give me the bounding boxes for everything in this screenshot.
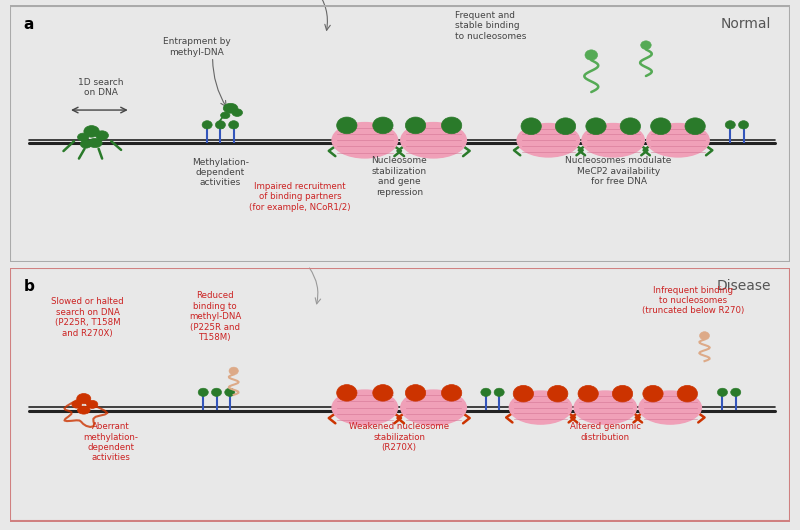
Circle shape (730, 388, 741, 396)
Ellipse shape (232, 109, 242, 117)
Circle shape (202, 121, 212, 129)
Text: Aberrant
methylation-
dependent
activities: Aberrant methylation- dependent activiti… (84, 422, 138, 462)
Text: Slowed or halted
search on DNA
(P225R, T158M
and R270X): Slowed or halted search on DNA (P225R, T… (51, 297, 124, 338)
Ellipse shape (77, 393, 91, 404)
Ellipse shape (332, 122, 398, 158)
Circle shape (641, 41, 651, 49)
Circle shape (406, 385, 426, 401)
Text: a: a (24, 17, 34, 32)
Circle shape (215, 121, 226, 129)
Ellipse shape (96, 131, 109, 140)
Text: Disease: Disease (716, 279, 771, 293)
Ellipse shape (84, 126, 99, 137)
Text: b: b (24, 279, 34, 294)
Circle shape (337, 117, 357, 134)
Circle shape (578, 385, 598, 402)
Text: Frequent and
stable binding
to nucleosomes: Frequent and stable binding to nucleosom… (454, 11, 526, 41)
Text: Infrequent binding
to nucleosomes
(truncated below R270): Infrequent binding to nucleosomes (trunc… (642, 286, 744, 315)
Circle shape (547, 385, 568, 402)
Circle shape (481, 388, 491, 396)
Ellipse shape (223, 103, 238, 113)
Circle shape (521, 118, 542, 135)
Text: Impaired recruitment
of binding partners
(for example, NCoR1/2): Impaired recruitment of binding partners… (250, 182, 351, 211)
Text: Normal: Normal (721, 17, 771, 31)
Ellipse shape (78, 406, 90, 414)
Circle shape (677, 385, 698, 402)
Ellipse shape (582, 123, 644, 157)
Circle shape (211, 388, 222, 396)
Circle shape (738, 121, 749, 129)
Text: Methylation-
dependent
activities: Methylation- dependent activities (192, 157, 249, 188)
Circle shape (726, 121, 735, 129)
Circle shape (586, 118, 606, 135)
Ellipse shape (80, 140, 91, 148)
Text: Weakened nucleosome
stabilization
(R270X): Weakened nucleosome stabilization (R270X… (349, 422, 450, 452)
Text: Entrapment by
methyl-DNA: Entrapment by methyl-DNA (163, 37, 231, 57)
Text: Nucleosome
stabilization
and gene
repression: Nucleosome stabilization and gene repres… (371, 156, 427, 197)
Ellipse shape (646, 123, 709, 157)
Ellipse shape (401, 390, 466, 425)
Ellipse shape (290, 242, 310, 262)
Circle shape (620, 118, 641, 135)
Circle shape (494, 388, 504, 396)
Circle shape (442, 117, 462, 134)
Circle shape (337, 385, 357, 401)
Ellipse shape (332, 390, 398, 425)
Ellipse shape (221, 112, 230, 119)
Circle shape (650, 118, 671, 135)
Ellipse shape (72, 401, 82, 408)
Circle shape (585, 50, 598, 60)
Circle shape (229, 367, 238, 375)
Ellipse shape (574, 391, 637, 424)
Circle shape (699, 332, 710, 340)
Circle shape (718, 388, 727, 396)
Ellipse shape (401, 122, 466, 158)
Text: Altered genomic
distribution: Altered genomic distribution (570, 422, 641, 441)
Ellipse shape (517, 123, 579, 157)
Circle shape (373, 117, 393, 134)
Circle shape (643, 385, 663, 402)
Ellipse shape (78, 133, 89, 141)
Circle shape (514, 385, 534, 402)
Ellipse shape (639, 391, 702, 424)
Circle shape (442, 385, 462, 401)
Circle shape (612, 385, 633, 402)
Circle shape (198, 388, 208, 396)
Circle shape (685, 118, 706, 135)
Ellipse shape (510, 391, 572, 424)
Circle shape (406, 117, 426, 134)
Text: 1D search
on DNA: 1D search on DNA (78, 78, 124, 97)
Circle shape (229, 121, 238, 129)
Ellipse shape (88, 138, 102, 147)
Circle shape (225, 388, 235, 396)
Circle shape (373, 385, 393, 401)
Ellipse shape (86, 400, 98, 409)
Circle shape (555, 118, 576, 135)
Text: Reduced
binding to
methyl-DNA
(P225R and
T158M): Reduced binding to methyl-DNA (P225R and… (189, 292, 241, 342)
Text: Nucleosomes modulate
MeCP2 availability
for free DNA: Nucleosomes modulate MeCP2 availability … (566, 156, 672, 186)
Ellipse shape (296, 247, 304, 257)
